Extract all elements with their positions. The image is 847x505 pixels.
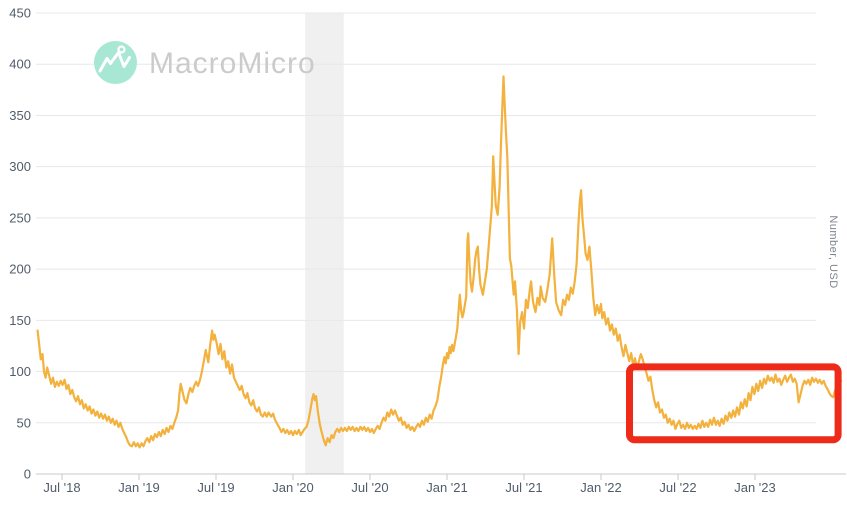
x-tick-label: Jul '18 (43, 480, 80, 495)
x-tick-label: Jan '21 (426, 480, 468, 495)
x-tick-label: Jan '23 (734, 480, 776, 495)
watermark: MacroMicro (94, 41, 316, 84)
y-tick-label: 0 (24, 467, 31, 482)
annotation-box (626, 363, 842, 444)
x-tick-label: Jan '22 (580, 480, 622, 495)
y-tick-label: 300 (9, 159, 31, 174)
y-tick-label: 100 (9, 364, 31, 379)
x-tick-label: Jan '20 (272, 480, 314, 495)
y-tick-label: 250 (9, 210, 31, 225)
x-tick-label: Jul '22 (659, 480, 696, 495)
logo-ring-icon (117, 45, 126, 54)
x-tick-label: Jan '19 (118, 480, 160, 495)
y-axis-labels: 0 50 100 150 200 250 300 350 400 450 (9, 6, 31, 482)
watermark-text: MacroMicro (149, 47, 316, 80)
y-tick-label: 450 (9, 6, 31, 21)
macromicro-logo-icon (94, 41, 137, 84)
price-line (36, 75, 843, 449)
x-tick-label: Jul '20 (351, 480, 388, 495)
x-axis-labels: Jul '18 Jan '19 Jul '19 Jan '20 Jul '20 Jan '… (43, 480, 775, 495)
y-tick-label: 400 (9, 57, 31, 72)
y-tick-label: 350 (9, 108, 31, 123)
series-polyline (36, 75, 843, 449)
gridlines (36, 12, 846, 475)
y-axis-unit-label: Number, USD (827, 215, 839, 288)
x-axis (61, 474, 756, 480)
y-tick-label: 200 (9, 262, 31, 277)
y-tick-label: 150 (9, 313, 31, 328)
x-tick-label: Jul '21 (505, 480, 542, 495)
logo-zigzag-icon (98, 51, 131, 73)
x-tick-label: Jul '19 (197, 480, 234, 495)
y-tick-label: 50 (17, 415, 31, 430)
highlight-rectangle (626, 363, 842, 444)
